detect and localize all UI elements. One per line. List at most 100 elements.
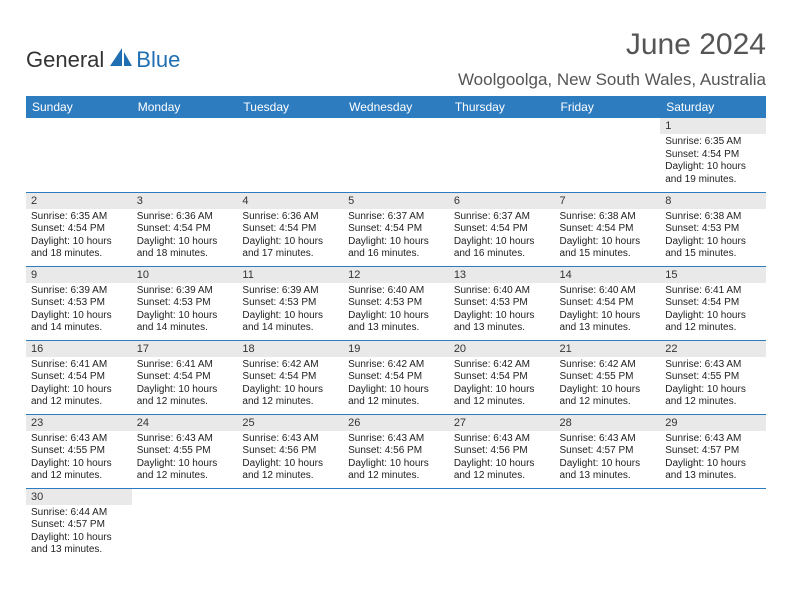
day-number: 12 bbox=[343, 267, 449, 283]
day-number: 9 bbox=[26, 267, 132, 283]
calendar-cell: 25Sunrise: 6:43 AMSunset: 4:56 PMDayligh… bbox=[237, 414, 343, 488]
day-details: Sunrise: 6:43 AMSunset: 4:55 PMDaylight:… bbox=[26, 431, 132, 487]
day-header-row: SundayMondayTuesdayWednesdayThursdayFrid… bbox=[26, 96, 766, 118]
calendar-cell: 14Sunrise: 6:40 AMSunset: 4:54 PMDayligh… bbox=[555, 266, 661, 340]
calendar-cell: 23Sunrise: 6:43 AMSunset: 4:55 PMDayligh… bbox=[26, 414, 132, 488]
calendar-cell: 28Sunrise: 6:43 AMSunset: 4:57 PMDayligh… bbox=[555, 414, 661, 488]
day-details: Sunrise: 6:43 AMSunset: 4:55 PMDaylight:… bbox=[660, 357, 766, 413]
calendar-cell bbox=[237, 488, 343, 562]
calendar-cell: 6Sunrise: 6:37 AMSunset: 4:54 PMDaylight… bbox=[449, 192, 555, 266]
day-number: 25 bbox=[237, 415, 343, 431]
calendar-cell bbox=[555, 118, 661, 192]
calendar-cell: 15Sunrise: 6:41 AMSunset: 4:54 PMDayligh… bbox=[660, 266, 766, 340]
day-number: 3 bbox=[132, 193, 238, 209]
brand-logo: General Blue bbox=[26, 28, 180, 73]
day-details: Sunrise: 6:44 AMSunset: 4:57 PMDaylight:… bbox=[26, 505, 132, 561]
day-details: Sunrise: 6:39 AMSunset: 4:53 PMDaylight:… bbox=[237, 283, 343, 339]
calendar-cell bbox=[132, 118, 238, 192]
day-number: 8 bbox=[660, 193, 766, 209]
calendar-cell bbox=[449, 118, 555, 192]
day-details: Sunrise: 6:41 AMSunset: 4:54 PMDaylight:… bbox=[26, 357, 132, 413]
day-details: Sunrise: 6:39 AMSunset: 4:53 PMDaylight:… bbox=[26, 283, 132, 339]
day-details: Sunrise: 6:42 AMSunset: 4:54 PMDaylight:… bbox=[449, 357, 555, 413]
calendar-cell: 21Sunrise: 6:42 AMSunset: 4:55 PMDayligh… bbox=[555, 340, 661, 414]
calendar-week: 16Sunrise: 6:41 AMSunset: 4:54 PMDayligh… bbox=[26, 340, 766, 414]
day-details: Sunrise: 6:42 AMSunset: 4:54 PMDaylight:… bbox=[237, 357, 343, 413]
calendar-cell: 27Sunrise: 6:43 AMSunset: 4:56 PMDayligh… bbox=[449, 414, 555, 488]
day-number: 10 bbox=[132, 267, 238, 283]
day-details: Sunrise: 6:40 AMSunset: 4:54 PMDaylight:… bbox=[555, 283, 661, 339]
day-details: Sunrise: 6:43 AMSunset: 4:56 PMDaylight:… bbox=[343, 431, 449, 487]
brand-part1: General bbox=[26, 47, 104, 73]
day-number: 17 bbox=[132, 341, 238, 357]
calendar-cell: 11Sunrise: 6:39 AMSunset: 4:53 PMDayligh… bbox=[237, 266, 343, 340]
calendar-week: 23Sunrise: 6:43 AMSunset: 4:55 PMDayligh… bbox=[26, 414, 766, 488]
day-details: Sunrise: 6:35 AMSunset: 4:54 PMDaylight:… bbox=[26, 209, 132, 265]
day-details: Sunrise: 6:43 AMSunset: 4:57 PMDaylight:… bbox=[555, 431, 661, 487]
day-number: 29 bbox=[660, 415, 766, 431]
day-details: Sunrise: 6:43 AMSunset: 4:56 PMDaylight:… bbox=[237, 431, 343, 487]
calendar-cell: 22Sunrise: 6:43 AMSunset: 4:55 PMDayligh… bbox=[660, 340, 766, 414]
location-label: Woolgoolga, New South Wales, Australia bbox=[458, 70, 766, 90]
calendar-cell: 30Sunrise: 6:44 AMSunset: 4:57 PMDayligh… bbox=[26, 488, 132, 562]
day-details: Sunrise: 6:42 AMSunset: 4:55 PMDaylight:… bbox=[555, 357, 661, 413]
day-details: Sunrise: 6:40 AMSunset: 4:53 PMDaylight:… bbox=[449, 283, 555, 339]
calendar-cell: 9Sunrise: 6:39 AMSunset: 4:53 PMDaylight… bbox=[26, 266, 132, 340]
calendar-cell bbox=[343, 488, 449, 562]
day-header: Sunday bbox=[26, 96, 132, 118]
day-number: 24 bbox=[132, 415, 238, 431]
day-number: 5 bbox=[343, 193, 449, 209]
day-number: 22 bbox=[660, 341, 766, 357]
title-block: June 2024 Woolgoolga, New South Wales, A… bbox=[458, 28, 766, 90]
header: General Blue June 2024 Woolgoolga, New S… bbox=[26, 28, 766, 90]
calendar-cell: 2Sunrise: 6:35 AMSunset: 4:54 PMDaylight… bbox=[26, 192, 132, 266]
day-number: 14 bbox=[555, 267, 661, 283]
calendar-cell bbox=[237, 118, 343, 192]
day-header: Wednesday bbox=[343, 96, 449, 118]
brand-part2: Blue bbox=[136, 47, 180, 73]
calendar-cell: 5Sunrise: 6:37 AMSunset: 4:54 PMDaylight… bbox=[343, 192, 449, 266]
day-number: 11 bbox=[237, 267, 343, 283]
day-details: Sunrise: 6:37 AMSunset: 4:54 PMDaylight:… bbox=[343, 209, 449, 265]
day-details: Sunrise: 6:36 AMSunset: 4:54 PMDaylight:… bbox=[237, 209, 343, 265]
day-number: 27 bbox=[449, 415, 555, 431]
day-number: 28 bbox=[555, 415, 661, 431]
day-number: 4 bbox=[237, 193, 343, 209]
calendar-cell bbox=[343, 118, 449, 192]
calendar-week: 9Sunrise: 6:39 AMSunset: 4:53 PMDaylight… bbox=[26, 266, 766, 340]
day-details: Sunrise: 6:38 AMSunset: 4:53 PMDaylight:… bbox=[660, 209, 766, 265]
day-details: Sunrise: 6:41 AMSunset: 4:54 PMDaylight:… bbox=[132, 357, 238, 413]
calendar-cell: 3Sunrise: 6:36 AMSunset: 4:54 PMDaylight… bbox=[132, 192, 238, 266]
day-details: Sunrise: 6:43 AMSunset: 4:57 PMDaylight:… bbox=[660, 431, 766, 487]
day-header: Saturday bbox=[660, 96, 766, 118]
day-number: 7 bbox=[555, 193, 661, 209]
calendar-cell bbox=[449, 488, 555, 562]
calendar-cell: 1Sunrise: 6:35 AMSunset: 4:54 PMDaylight… bbox=[660, 118, 766, 192]
calendar-cell: 26Sunrise: 6:43 AMSunset: 4:56 PMDayligh… bbox=[343, 414, 449, 488]
day-details: Sunrise: 6:43 AMSunset: 4:55 PMDaylight:… bbox=[132, 431, 238, 487]
calendar-cell: 13Sunrise: 6:40 AMSunset: 4:53 PMDayligh… bbox=[449, 266, 555, 340]
day-details: Sunrise: 6:38 AMSunset: 4:54 PMDaylight:… bbox=[555, 209, 661, 265]
day-number: 13 bbox=[449, 267, 555, 283]
day-details: Sunrise: 6:35 AMSunset: 4:54 PMDaylight:… bbox=[660, 134, 766, 190]
calendar-cell: 18Sunrise: 6:42 AMSunset: 4:54 PMDayligh… bbox=[237, 340, 343, 414]
calendar-week: 2Sunrise: 6:35 AMSunset: 4:54 PMDaylight… bbox=[26, 192, 766, 266]
calendar-cell: 4Sunrise: 6:36 AMSunset: 4:54 PMDaylight… bbox=[237, 192, 343, 266]
day-details: Sunrise: 6:37 AMSunset: 4:54 PMDaylight:… bbox=[449, 209, 555, 265]
day-number: 23 bbox=[26, 415, 132, 431]
day-number: 19 bbox=[343, 341, 449, 357]
day-number: 26 bbox=[343, 415, 449, 431]
calendar-week: 30Sunrise: 6:44 AMSunset: 4:57 PMDayligh… bbox=[26, 488, 766, 562]
sail-icon bbox=[108, 46, 134, 73]
calendar-cell: 19Sunrise: 6:42 AMSunset: 4:54 PMDayligh… bbox=[343, 340, 449, 414]
day-number: 30 bbox=[26, 489, 132, 505]
calendar-cell: 24Sunrise: 6:43 AMSunset: 4:55 PMDayligh… bbox=[132, 414, 238, 488]
calendar-week: 1Sunrise: 6:35 AMSunset: 4:54 PMDaylight… bbox=[26, 118, 766, 192]
day-details: Sunrise: 6:41 AMSunset: 4:54 PMDaylight:… bbox=[660, 283, 766, 339]
calendar-cell: 20Sunrise: 6:42 AMSunset: 4:54 PMDayligh… bbox=[449, 340, 555, 414]
day-details: Sunrise: 6:43 AMSunset: 4:56 PMDaylight:… bbox=[449, 431, 555, 487]
day-header: Friday bbox=[555, 96, 661, 118]
day-details: Sunrise: 6:39 AMSunset: 4:53 PMDaylight:… bbox=[132, 283, 238, 339]
calendar-cell bbox=[555, 488, 661, 562]
calendar-cell bbox=[26, 118, 132, 192]
